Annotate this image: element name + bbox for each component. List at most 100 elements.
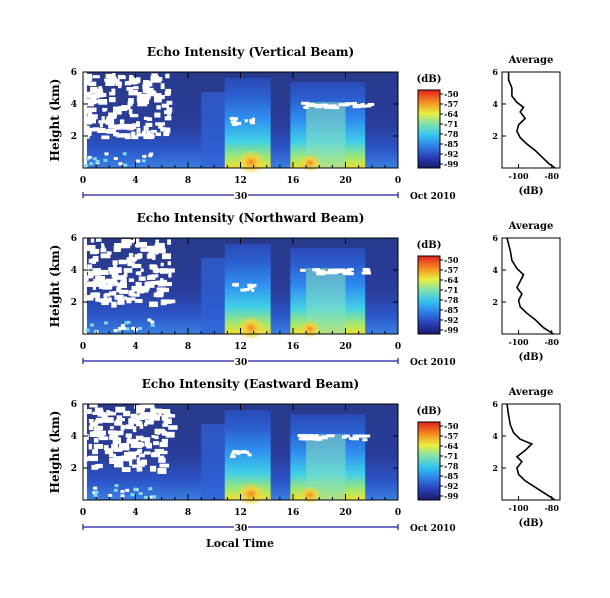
heatmap-no-data bbox=[108, 430, 117, 435]
heatmap-no-data bbox=[113, 329, 118, 333]
heatmap-no-data bbox=[119, 294, 124, 301]
heatmap-no-data bbox=[140, 268, 144, 272]
heatmap-no-data bbox=[167, 268, 175, 273]
y-axis-label: Height (km) bbox=[48, 79, 62, 162]
heatmap-no-data bbox=[160, 282, 166, 287]
heatmap-no-data bbox=[129, 74, 134, 81]
heatmap-no-data bbox=[146, 253, 154, 259]
heatmap-no-data bbox=[138, 326, 143, 330]
profile-x-tick-label: -100 bbox=[509, 337, 529, 347]
heatmap-no-data bbox=[106, 251, 112, 255]
heatmap-no-data bbox=[229, 116, 234, 120]
heatmap-no-data bbox=[308, 437, 317, 441]
heatmap-no-data bbox=[112, 260, 118, 266]
heatmap-no-data bbox=[247, 283, 253, 287]
heatmap-no-data bbox=[146, 130, 151, 136]
heatmap-no-data bbox=[117, 299, 125, 305]
heatmap-no-data bbox=[146, 245, 155, 251]
heatmap-no-data bbox=[231, 122, 239, 126]
heatmap-no-data bbox=[118, 447, 123, 452]
heatmap-no-data bbox=[138, 271, 142, 276]
heatmap-no-data bbox=[121, 417, 125, 422]
heatmap-no-data bbox=[156, 280, 166, 284]
heatmap-no-data bbox=[136, 460, 145, 466]
heatmap-no-data bbox=[142, 130, 147, 136]
heatmap-no-data bbox=[155, 239, 159, 244]
month-label: Oct 2010 bbox=[410, 192, 456, 202]
panel-title: Echo Intensity (Northward Beam) bbox=[137, 211, 365, 225]
heatmap-no-data bbox=[131, 285, 140, 292]
heatmap-no-data bbox=[154, 269, 159, 274]
heatmap-no-data bbox=[303, 105, 309, 109]
heatmap-no-data bbox=[86, 110, 92, 114]
heatmap-no-data bbox=[104, 448, 114, 455]
heatmap-no-data bbox=[150, 323, 155, 327]
profile-y-tick-label: 2 bbox=[492, 297, 498, 307]
heatmap-no-data bbox=[348, 436, 359, 440]
heatmap-no-data bbox=[147, 318, 152, 322]
heatmap-no-data bbox=[128, 98, 134, 104]
colorbar-tick-label: -57 bbox=[444, 265, 458, 275]
colorbar-tick-label: -64 bbox=[444, 275, 459, 285]
heatmap-no-data bbox=[113, 157, 118, 161]
heatmap-no-data bbox=[352, 105, 361, 109]
heatmap-no-data bbox=[88, 127, 95, 132]
heatmap-no-data bbox=[98, 284, 109, 289]
x-tick-label: 0 bbox=[80, 508, 86, 518]
heatmap-no-data bbox=[346, 271, 352, 275]
heatmap-no-data bbox=[96, 99, 100, 104]
heatmap-echo-region bbox=[201, 258, 228, 334]
heatmap-no-data bbox=[126, 257, 133, 264]
colorbar bbox=[417, 255, 441, 335]
profile-x-tick-label: -100 bbox=[509, 171, 529, 181]
heatmap-no-data bbox=[123, 268, 133, 273]
x-tick-label: 12 bbox=[234, 342, 247, 352]
panel-1: Echo Intensity (Northward Beam) 2 4 6 Height… bbox=[48, 211, 561, 368]
heatmap-no-data bbox=[244, 450, 250, 454]
heatmap-no-data bbox=[150, 129, 157, 133]
heatmap-no-data bbox=[142, 89, 149, 94]
heatmap-no-data bbox=[300, 101, 310, 105]
profile-frame bbox=[501, 237, 561, 335]
heatmap-no-data bbox=[108, 412, 117, 416]
heatmap-no-data bbox=[125, 327, 130, 331]
heatmap-no-data bbox=[109, 270, 116, 275]
y-tick-label: 4 bbox=[71, 266, 77, 276]
heatmap-no-data bbox=[109, 434, 119, 440]
heatmap-no-data bbox=[150, 407, 156, 412]
heatmap-no-data bbox=[117, 74, 125, 79]
x-tick-label: 4 bbox=[132, 176, 138, 186]
heatmap-no-data bbox=[159, 463, 170, 468]
heatmap-no-data bbox=[167, 239, 171, 245]
heatmap-no-data bbox=[128, 278, 135, 282]
heatmap-no-data bbox=[235, 121, 242, 125]
heatmap-no-data bbox=[83, 72, 87, 168]
heatmap-no-data bbox=[230, 454, 236, 458]
heatmap-no-data bbox=[94, 490, 99, 494]
heatmap-no-data bbox=[146, 117, 153, 121]
heatmap-no-data bbox=[124, 451, 132, 456]
heatmap-no-data bbox=[86, 119, 92, 125]
heatmap-no-data bbox=[92, 286, 96, 290]
heatmap-no-data bbox=[232, 283, 237, 287]
colorbar-tick-label: -57 bbox=[444, 99, 458, 109]
heatmap-no-data bbox=[89, 93, 100, 99]
heatmap-no-data bbox=[136, 289, 145, 294]
x-tick-label: 0 bbox=[80, 342, 86, 352]
profile-x-tick-label: -80 bbox=[544, 337, 559, 347]
heatmap-no-data bbox=[163, 131, 170, 137]
colorbar-tick-label: -64 bbox=[444, 109, 459, 119]
heatmap-no-data bbox=[233, 117, 238, 121]
heatmap-no-data bbox=[113, 132, 120, 137]
profile-frame bbox=[501, 71, 561, 169]
heatmap-no-data bbox=[140, 94, 151, 100]
x-tick-label: 16 bbox=[287, 508, 300, 518]
colorbar-tick-label: -50 bbox=[444, 421, 459, 431]
heatmap-no-data bbox=[115, 406, 126, 413]
heatmap-no-data bbox=[129, 460, 133, 466]
colorbar-tick-label: -99 bbox=[444, 325, 459, 335]
heatmap-no-data bbox=[163, 418, 172, 424]
x-tick-label: 20 bbox=[339, 508, 352, 518]
heatmap-no-data bbox=[103, 417, 114, 422]
